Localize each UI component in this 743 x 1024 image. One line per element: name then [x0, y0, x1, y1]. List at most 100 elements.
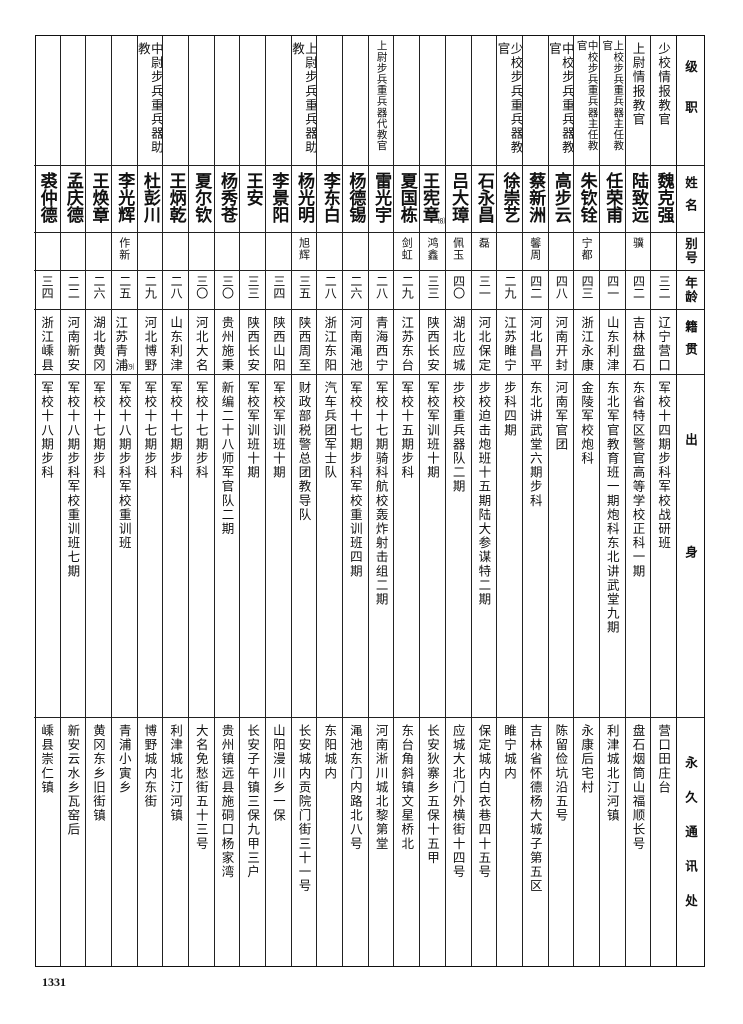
background-text: 东北军官教育班一期炮科东北讲武堂九期 — [604, 381, 620, 636]
name-text: 杨光明 — [294, 171, 315, 223]
native-place-text: 河南新安 — [65, 316, 81, 373]
address-text: 陈留俭坑沿五号 — [553, 723, 569, 823]
name-cell: 徐崇艺 — [497, 166, 522, 233]
name-cell: 孟庆德 — [60, 166, 86, 233]
table-row: 上尉情报教官 陆致远骥四二 吉林盘石 东省特区警官高等学校正科一期 盘石烟筒山福顺长号 — [624, 36, 651, 966]
native-place-cell: 贵州施秉 — [214, 310, 240, 376]
age-cell: 三四 — [266, 271, 291, 311]
background-cell: 军校十七期步科军校重训班四期 — [343, 375, 368, 718]
table-row: 孟庆德 二二 河南新安 军校十八期步科军校重训班七期 新安云水乡瓦窑后 — [59, 36, 86, 966]
rank-cell — [33, 36, 60, 166]
name-text: 夏国栋 — [396, 171, 417, 223]
table-row: 上尉步兵重兵器代教官 雷光宇 二八 青海西宁 军校十七期骑科航校轰炸射击组二期 河南淅川城… — [367, 36, 394, 966]
age-cell: 三二 — [651, 271, 676, 311]
rank-cell: 上尉情报教官 — [625, 36, 651, 166]
name-cell: 夏尔钦 — [188, 166, 214, 233]
rank-cell: 中校步兵重兵器主任教官 — [574, 36, 599, 166]
name-cell: 杨秀苍 — [214, 166, 240, 233]
background-text: 军校军训班十期 — [424, 381, 440, 480]
background-cell: 财政部税警总团教导队 — [291, 375, 317, 718]
background-text: 军校军训班十期 — [270, 381, 286, 480]
native-place-text: 吉林盘石 — [630, 316, 646, 373]
alias-cell — [188, 233, 214, 271]
rank-cell: 少校情报教官 — [651, 36, 676, 166]
address-text: 利津城北汀河镇 — [604, 723, 620, 823]
background-cell: 军校十七期步科 — [86, 375, 111, 718]
age-text: 二八 — [169, 274, 184, 299]
native-place-text: 辽宁营口 — [656, 316, 672, 373]
name-cell: 蔡新洲 — [522, 166, 548, 233]
rank-cell: 中尉步兵重兵器助教 — [137, 36, 163, 166]
native-place-cell: 陕西山阳 — [266, 310, 291, 376]
alias-cell: 骥 — [625, 233, 651, 271]
age-text: 二六 — [92, 274, 107, 299]
background-cell: 步校重兵器队二期 — [445, 375, 471, 718]
rank-text: 中尉步兵重兵器助教 — [137, 42, 163, 155]
alias-cell — [137, 233, 163, 271]
address-text: 利津城北汀河镇 — [168, 723, 184, 823]
native-place-cell: 湖北应城 — [445, 310, 471, 376]
background-text: 步校重兵器队二期 — [450, 381, 466, 495]
address-cell: 贵州镇远县施硐口杨家湾 — [215, 718, 240, 966]
address-text: 东台角斜镇文星桥北 — [399, 723, 415, 851]
name-text: 王安 — [242, 171, 263, 206]
footnote-marker: ⑻ — [437, 216, 445, 225]
native-place-text: 河南开封 — [553, 316, 569, 373]
background-cell: 步校迫击炮班十五期陆大参谋特二期 — [471, 375, 497, 718]
name-cell: 王炳乾 — [163, 166, 188, 233]
name-cell: 石永昌 — [471, 166, 497, 233]
background-text: 汽车兵团军士队 — [322, 381, 338, 480]
native-place-cell: 陕西长安 — [420, 310, 445, 376]
table-row: 王安 三三 陕西长安 军校军训班十期 长安子午镇三保九甲三户 — [239, 36, 265, 966]
address-text: 渑池东门内路北八号 — [347, 723, 363, 851]
native-place-text: 浙江东阳 — [322, 316, 338, 373]
table-row: 中校步兵重兵器主任教官 朱钦铨 宁都 四三 浙江永康 金陵军校炮科 永康后宅村 — [573, 36, 599, 966]
name-cell: 杨德锡 — [343, 166, 368, 233]
background-cell: 军校十七期步科 — [137, 375, 163, 718]
rank-cell: 上尉步兵重兵器代教官 — [368, 36, 394, 166]
name-text: 李东白 — [319, 171, 340, 223]
background-text: 军校十七期步科 — [142, 381, 158, 480]
table-row: 夏国栋 剑虹 二九 江苏东台 军校十五期步科 东台角斜镇文星桥北 — [393, 36, 420, 966]
alias-text: 骥 — [631, 236, 645, 249]
background-text: 财政部税警总团教导队 — [296, 381, 312, 523]
rank-cell: 中校步兵重兵器教官 — [548, 36, 574, 166]
background-cell: 军校十七期步科 — [163, 375, 188, 718]
alias-cell — [343, 233, 368, 271]
native-place-cell: 河北博野 — [137, 310, 163, 376]
name-cell: 朱钦铨 — [574, 166, 599, 233]
rank-text: 上尉步兵重兵器助教 — [291, 42, 317, 155]
alias-cell — [317, 233, 343, 271]
header-column: 级职 姓名 别号 年龄 籍贯 出身 永久通讯处 — [676, 36, 704, 966]
rank-text: 中校步兵重兵器主任教官 — [575, 40, 599, 151]
native-place-cell: 陕西长安 — [240, 310, 265, 376]
background-text: 军校十七期步科 — [91, 381, 107, 480]
alias-cell — [651, 233, 676, 271]
personnel-table: 级职 姓名 别号 年龄 籍贯 出身 永久通讯处 少校情报教官 魏克强 三二 辽宁营口军… — [33, 35, 705, 967]
name-cell: 高步云 — [548, 166, 574, 233]
name-text: 朱钦铨 — [576, 171, 597, 223]
header-address-label: 永久通讯处 — [683, 755, 698, 929]
native-place-cell: 河南新安 — [60, 310, 86, 376]
address-cell: 大名免愁街五十三号 — [189, 718, 214, 966]
native-place-text: 陕西长安 — [424, 316, 440, 373]
age-text: 二八 — [323, 274, 338, 299]
rank-cell: 少校步兵重兵器教官 — [497, 36, 522, 166]
address-text: 盘石烟筒山福顺长号 — [630, 723, 646, 851]
background-text: 金陵军校炮科 — [579, 381, 595, 466]
address-cell: 新安云水乡瓦窑后 — [61, 718, 86, 966]
background-cell: 军校军训班十期 — [420, 375, 445, 718]
address-text: 保定城内白衣巷四十五号 — [476, 723, 492, 879]
background-cell: 东北讲武堂六期步科 — [522, 375, 548, 718]
background-cell: 军校十七期步科 — [188, 375, 214, 718]
name-cell: 裘仲德 — [33, 166, 60, 233]
rank-text: 上校步兵重兵器主任教官 — [601, 40, 625, 151]
rank-cell — [240, 36, 265, 166]
address-text: 东阳城内 — [322, 723, 338, 780]
name-cell: 王焕章 — [86, 166, 111, 233]
address-text: 嵊县崇仁镇 — [39, 723, 55, 795]
name-text: 杨德锡 — [345, 171, 366, 223]
age-cell: 二二 — [60, 271, 86, 311]
name-text: 孟庆德 — [62, 171, 83, 223]
rank-cell — [163, 36, 188, 166]
